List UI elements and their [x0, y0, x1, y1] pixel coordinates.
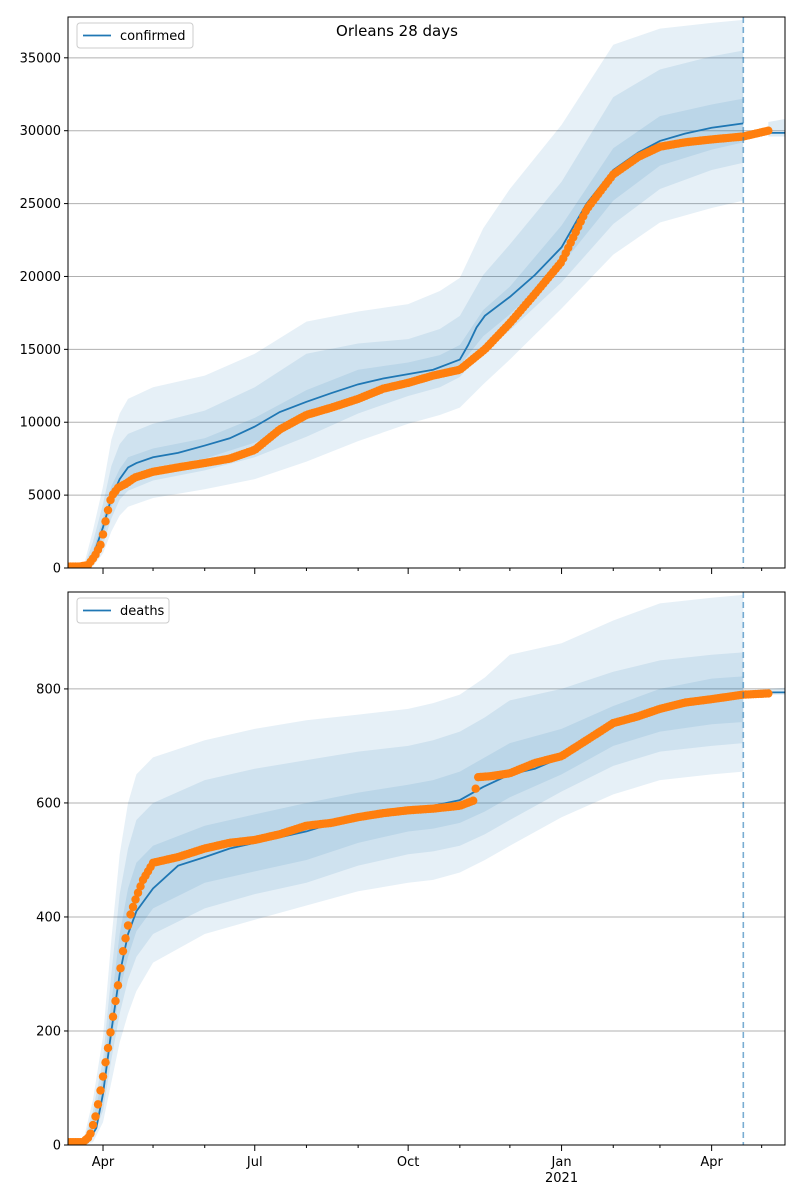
top-panel: 0 5000 10000 15000 20000 25000 30000 35000 confi… — [20, 16, 786, 577]
top-observed-point — [103, 505, 113, 515]
top-ytick-label: 30000 — [20, 124, 61, 139]
bottom-legend: deaths — [76, 597, 170, 624]
bottom-observed-point — [116, 964, 125, 973]
top-plot-area — [68, 19, 785, 568]
top-legend-label: confirmed — [120, 29, 186, 44]
top-ytick-label: 0 — [53, 562, 61, 577]
bottom-legend-label: deaths — [120, 604, 165, 619]
top-band-outer — [68, 19, 744, 568]
bottom-observed-point — [471, 784, 480, 793]
bottom-observed-point — [126, 910, 135, 919]
bottom-observed-point — [101, 1058, 110, 1067]
bottom-observed-point — [764, 689, 773, 698]
bottom-axes-frame — [67, 591, 786, 1146]
bottom-observed-point — [123, 921, 133, 930]
top-ytick-label: 35000 — [20, 51, 61, 66]
bottom-observed-point — [136, 882, 145, 891]
bottom-observed-point — [88, 1120, 98, 1130]
top-ytick-label: 15000 — [20, 343, 61, 358]
top-legend-box — [76, 22, 194, 49]
bottom-observed-point — [93, 1100, 103, 1109]
bottom-ytick-label: 200 — [36, 1024, 61, 1039]
xtick-label: Apr — [92, 1155, 115, 1170]
xtick-label: Oct — [397, 1155, 419, 1170]
bottom-observed-point — [468, 796, 478, 805]
top-band-middle — [68, 50, 744, 568]
bottom-observed-point — [131, 895, 140, 904]
bottom-observed-point — [111, 996, 120, 1006]
xtick-label: Jul — [246, 1155, 263, 1170]
bottom-band-inner — [68, 676, 744, 1145]
xtick-label: Apr — [700, 1155, 723, 1170]
top-axes-frame — [67, 16, 786, 569]
bottom-observed-point — [133, 888, 143, 897]
bottom-ytick-label: 800 — [36, 682, 61, 697]
bottom-ytick-label: 600 — [36, 796, 61, 811]
bottom-observed-point — [96, 1086, 105, 1095]
top-observed-point — [101, 517, 110, 526]
bottom-observed-point — [108, 1012, 118, 1021]
bottom-band-outer — [68, 594, 744, 1145]
bottom-ytick-label: 400 — [36, 910, 61, 925]
bottom-ytick-label: 0 — [53, 1139, 61, 1154]
top-ytick-label: 10000 — [20, 416, 61, 431]
bottom-observed-point — [106, 1028, 115, 1037]
bottom-observed-point — [118, 946, 128, 956]
top-ytick-label: 20000 — [20, 270, 61, 285]
bottom-observed-point — [113, 981, 123, 990]
xtick-year-label: 2021 — [545, 1171, 578, 1186]
bottom-observed-point — [86, 1129, 95, 1138]
top-band-inner — [68, 98, 744, 568]
top-ytick-label: 25000 — [20, 197, 61, 212]
top-observed-point — [96, 540, 105, 550]
top-legend: confirmed — [76, 22, 194, 49]
figure-title: Orleans 28 days — [336, 22, 458, 40]
bottom-observed-point — [103, 1043, 113, 1053]
bottom-observed-point — [121, 934, 130, 943]
top-ytick-label: 5000 — [28, 489, 61, 504]
bottom-observed-point — [128, 902, 138, 912]
bottom-observed-point — [98, 1072, 108, 1081]
bottom-band-middle — [68, 652, 744, 1145]
bottom-plot-area — [68, 594, 785, 1145]
top-observed-point — [98, 530, 108, 539]
xtick-label: Jan — [551, 1155, 572, 1170]
top-observed-point — [764, 126, 773, 135]
bottom-legend-box — [76, 597, 170, 624]
bottom-observed-point — [91, 1112, 100, 1121]
